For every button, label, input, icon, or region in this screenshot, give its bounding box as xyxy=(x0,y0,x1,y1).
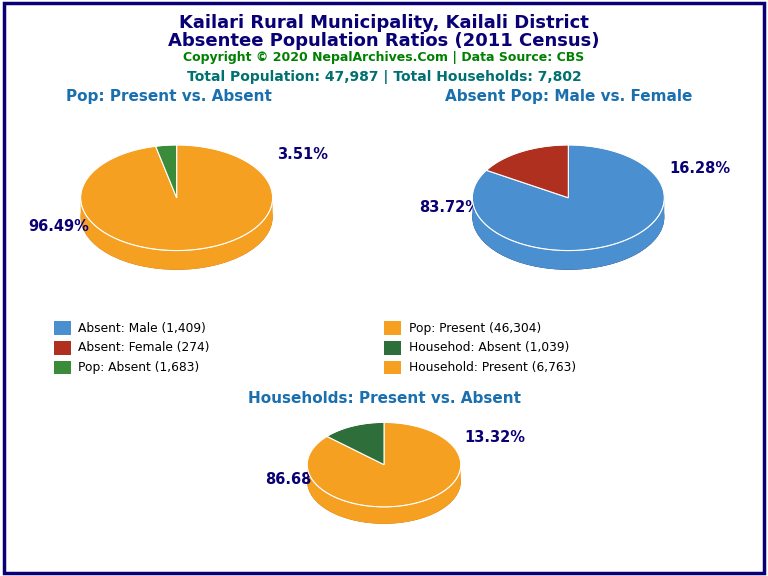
Polygon shape xyxy=(307,422,461,507)
Ellipse shape xyxy=(307,422,461,507)
Ellipse shape xyxy=(81,164,273,270)
Text: Househod: Absent (1,039): Househod: Absent (1,039) xyxy=(409,342,569,354)
Text: 86.68%: 86.68% xyxy=(265,472,326,487)
Polygon shape xyxy=(472,199,664,270)
Polygon shape xyxy=(81,198,273,270)
Text: 13.32%: 13.32% xyxy=(465,430,525,445)
Text: Absent: Male (1,409): Absent: Male (1,409) xyxy=(78,322,207,335)
Ellipse shape xyxy=(472,164,664,270)
Ellipse shape xyxy=(307,439,461,524)
Text: Households: Present vs. Absent: Households: Present vs. Absent xyxy=(247,391,521,406)
Polygon shape xyxy=(486,145,568,198)
Ellipse shape xyxy=(81,145,273,251)
Polygon shape xyxy=(81,145,273,251)
Text: Copyright © 2020 NepalArchives.Com | Data Source: CBS: Copyright © 2020 NepalArchives.Com | Dat… xyxy=(184,51,584,64)
Text: 83.72%: 83.72% xyxy=(419,200,481,215)
Polygon shape xyxy=(307,466,461,524)
Polygon shape xyxy=(156,145,177,198)
Polygon shape xyxy=(472,145,664,251)
Text: Total Population: 47,987 | Total Households: 7,802: Total Population: 47,987 | Total Househo… xyxy=(187,70,581,84)
Text: Absent: Female (274): Absent: Female (274) xyxy=(78,342,210,354)
Text: Household: Present (6,763): Household: Present (6,763) xyxy=(409,361,576,374)
Text: Pop: Present vs. Absent: Pop: Present vs. Absent xyxy=(66,89,272,104)
Polygon shape xyxy=(327,422,384,465)
Text: 16.28%: 16.28% xyxy=(669,161,730,176)
Text: Pop: Absent (1,683): Pop: Absent (1,683) xyxy=(78,361,200,374)
Text: 96.49%: 96.49% xyxy=(28,219,89,234)
Ellipse shape xyxy=(472,145,664,251)
Text: Pop: Present (46,304): Pop: Present (46,304) xyxy=(409,322,541,335)
Text: Kailari Rural Municipality, Kailali District: Kailari Rural Municipality, Kailali Dist… xyxy=(179,14,589,32)
Text: Absent Pop: Male vs. Female: Absent Pop: Male vs. Female xyxy=(445,89,692,104)
Text: Absentee Population Ratios (2011 Census): Absentee Population Ratios (2011 Census) xyxy=(168,32,600,50)
Text: 3.51%: 3.51% xyxy=(277,147,329,162)
